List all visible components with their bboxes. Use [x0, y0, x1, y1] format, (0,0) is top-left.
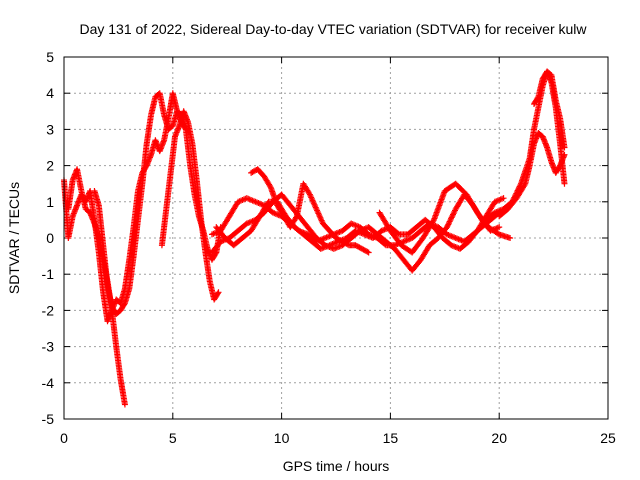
data-point: [430, 218, 437, 225]
data-point: [215, 289, 222, 296]
data-point: [121, 301, 128, 308]
data-point: [561, 151, 568, 158]
chart-title: Day 131 of 2022, Sidereal Day-to-day VTE…: [79, 21, 587, 37]
y-tick-label: 2: [46, 158, 54, 174]
y-tick-label: -1: [42, 266, 55, 282]
series-group: [158, 108, 222, 303]
y-tick-label: 5: [46, 49, 54, 65]
x-tick-label: 20: [491, 430, 507, 446]
series-group: [248, 166, 372, 256]
data-point: [561, 180, 568, 187]
x-tick-label: 10: [274, 430, 290, 446]
data-point: [444, 222, 451, 229]
y-axis-label: SDTVAR / TECUs: [6, 182, 22, 294]
data-point: [521, 182, 528, 189]
axis-ticks: -5 -4 -3 -2 -1 0 1 2 3 4 5 0 5 10 15 20 25: [42, 49, 616, 446]
data-points: [61, 68, 568, 408]
y-tick-label: -3: [42, 339, 55, 355]
data-point: [293, 214, 300, 221]
series-group: [496, 130, 568, 220]
y-tick-label: 0: [46, 230, 54, 246]
data-point: [447, 215, 454, 222]
series-group: [531, 68, 568, 151]
data-point: [448, 214, 455, 221]
x-tick-label: 25: [600, 430, 616, 446]
x-tick-label: 5: [169, 430, 177, 446]
data-point: [266, 182, 273, 189]
data-point: [445, 219, 452, 226]
series-group: [91, 90, 224, 318]
y-tick-label: 4: [46, 85, 54, 101]
data-point: [447, 217, 454, 224]
data-point: [364, 248, 371, 255]
data-point: [450, 211, 457, 218]
data-point: [450, 210, 457, 217]
data-point: [507, 235, 514, 241]
data-point: [121, 401, 128, 408]
x-axis-label: GPS time / hours: [283, 458, 390, 474]
y-tick-label: 1: [46, 194, 54, 210]
y-tick-label: 3: [46, 121, 54, 137]
series-group: [208, 191, 503, 274]
data-point: [561, 144, 568, 151]
series-group: [376, 180, 514, 256]
data-point: [446, 218, 453, 225]
data-point: [534, 95, 541, 102]
data-point: [449, 213, 456, 220]
plot-frame: [63, 56, 609, 420]
data-point: [496, 224, 503, 231]
x-tick-label: 0: [60, 430, 68, 446]
data-point: [344, 241, 351, 248]
data-point: [445, 221, 452, 228]
x-tick-label: 15: [383, 430, 399, 446]
series-group: [61, 90, 189, 325]
y-tick-label: -2: [42, 302, 55, 318]
y-tick-label: -5: [42, 411, 55, 427]
data-point: [443, 224, 450, 231]
series-group: [213, 195, 507, 252]
data-point: [500, 195, 507, 202]
data-point: [214, 290, 221, 297]
y-tick-label: -4: [42, 375, 55, 391]
data-point: [365, 249, 372, 256]
data-point: [451, 208, 458, 215]
